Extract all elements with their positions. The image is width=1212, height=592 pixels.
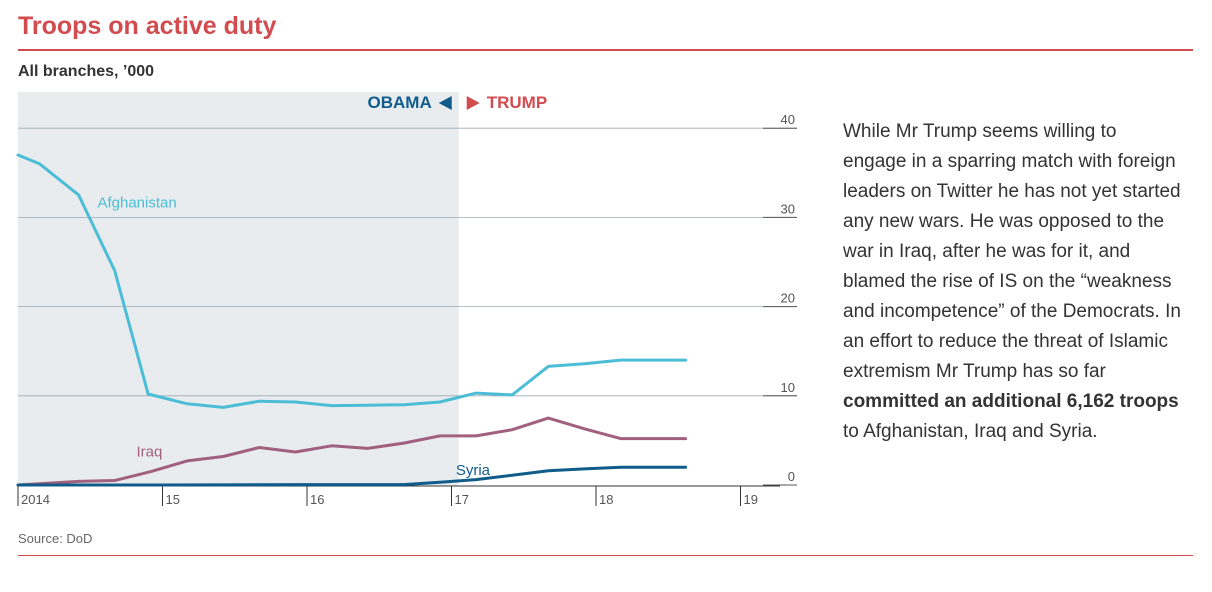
source-note: Source: DoD [18, 531, 93, 546]
chart-subtitle: All branches, ’000 [18, 63, 155, 80]
chart-title: Troops on active duty [18, 12, 277, 40]
line-chart: 0 10 20 30 40 2014 15 16 17 18 19 Afghanistan Iraq Sy… [16, 92, 797, 507]
trump-label: TRUMP [487, 93, 547, 112]
ytick-label-40: 40 [781, 112, 795, 127]
annotation-text-start: While Mr Trump seems willing to engage i… [843, 121, 1181, 382]
syria-series-label: Syria [456, 462, 491, 479]
xtick-label-16: 16 [310, 492, 324, 507]
xtick-label-17: 17 [455, 492, 469, 507]
ytick-label-20: 20 [781, 291, 795, 306]
footer-rule [18, 555, 1193, 556]
ytick-label-30: 30 [781, 201, 795, 216]
xtick-label-18: 18 [599, 492, 613, 507]
annotation-text-bold: committed an additional 6,162 troops [843, 391, 1179, 412]
title-rule [18, 49, 1193, 51]
annotation-text-end: to Afghanistan, Iraq and Syria. [843, 421, 1098, 442]
ytick-label-0: 0 [788, 469, 795, 484]
obama-period-shade [18, 92, 459, 486]
trump-arrow-icon [466, 96, 480, 110]
obama-arrow-icon [438, 96, 452, 110]
xtick-label-15: 15 [166, 492, 180, 507]
iraq-series-label: Iraq [136, 443, 162, 460]
obama-label: OBAMA [368, 93, 432, 112]
annotation-text: While Mr Trump seems willing to engage i… [843, 117, 1183, 447]
afghanistan-series-line [16, 153, 688, 409]
xtick-label-2014: 2014 [21, 492, 50, 507]
syria-series-line [16, 465, 688, 487]
ytick-label-10: 10 [781, 380, 795, 395]
iraq-series-line [16, 416, 688, 487]
afghanistan-series-label: Afghanistan [97, 195, 176, 212]
xtick-label-19: 19 [744, 492, 758, 507]
